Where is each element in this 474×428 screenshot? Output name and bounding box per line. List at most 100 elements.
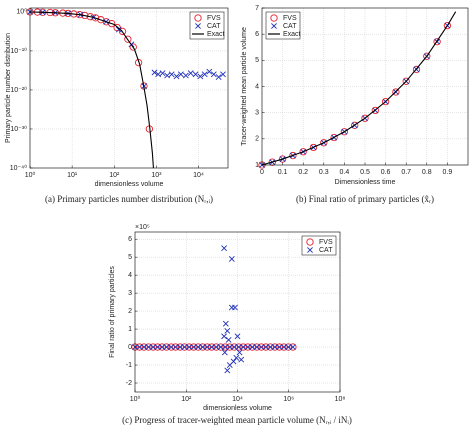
- marker-circle: [309, 143, 318, 152]
- marker-circle: [135, 343, 144, 351]
- marker-cross: [221, 349, 228, 356]
- y-tick-label: 2: [128, 308, 132, 315]
- x-tick-label: 10⁴: [193, 172, 204, 179]
- marker-cross: [215, 74, 222, 80]
- y-tick-label: 10⁻⁴⁰: [10, 164, 27, 172]
- marker-cross: [253, 344, 260, 350]
- y-tick-label: 10⁻¹⁰: [10, 47, 27, 55]
- marker-cross: [192, 71, 199, 78]
- plot-frame: [29, 7, 229, 169]
- marker-cross: [197, 73, 204, 80]
- marker-cross: [240, 344, 247, 350]
- marker-circle: [262, 343, 270, 351]
- legend-marker: [307, 247, 313, 253]
- caption: (a) Primary particles number distributio…: [45, 194, 213, 204]
- marker-cross: [234, 333, 241, 340]
- x-tick-label: 10⁶: [283, 396, 294, 403]
- x-tick-label: 0.6: [381, 169, 391, 176]
- x-tick-label: 10⁸: [335, 396, 346, 403]
- y-tick-label: 4: [255, 83, 259, 90]
- y-tick-label: 1: [128, 326, 132, 333]
- marker-cross: [222, 344, 229, 350]
- marker-cross: [150, 344, 157, 350]
- legend-label: CAT: [207, 23, 221, 30]
- marker-circle: [230, 343, 238, 351]
- legend-marker: [271, 23, 277, 29]
- y-tick-label: 4: [128, 272, 132, 279]
- marker-circle: [194, 343, 202, 351]
- x-tick-label: 10¹: [67, 172, 78, 179]
- marker-circle: [176, 343, 184, 351]
- marker-cross: [285, 344, 292, 350]
- marker-cross: [168, 71, 175, 78]
- marker-circle: [118, 27, 127, 36]
- y-tick-label: 6: [128, 236, 132, 243]
- marker-circle: [248, 343, 256, 351]
- y-tick-label: 5: [128, 254, 132, 261]
- y-tick-label: 3: [128, 290, 132, 297]
- marker-circle: [102, 18, 111, 26]
- marker-cross: [177, 344, 184, 350]
- marker-cross: [220, 71, 226, 78]
- marker-circle: [361, 114, 369, 122]
- marker-cross: [238, 356, 245, 363]
- marker-circle: [180, 343, 189, 351]
- marker-circle: [171, 343, 180, 351]
- marker-circle: [203, 343, 211, 351]
- marker-circle: [144, 343, 153, 351]
- legend-label: Exact: [283, 31, 301, 38]
- y-tick-label: 0: [128, 344, 132, 351]
- marker-circle: [235, 343, 243, 351]
- marker-circle: [212, 343, 220, 351]
- marker-cross: [228, 256, 235, 262]
- marker-circle: [278, 155, 287, 163]
- legend-marker: [194, 14, 202, 22]
- marker-cross: [154, 344, 161, 350]
- marker-circle: [381, 98, 390, 106]
- marker-circle: [158, 343, 166, 351]
- marker-cross: [190, 344, 197, 350]
- y-tick-label: -1: [126, 362, 132, 369]
- marker-circle: [340, 128, 349, 136]
- marker-cross: [187, 70, 194, 77]
- marker-cross: [224, 367, 231, 374]
- x-axis-label: dimensionless volume: [95, 181, 164, 188]
- legend-label: CAT: [319, 247, 333, 254]
- marker-cross: [177, 71, 184, 78]
- plot-frame: [134, 231, 341, 393]
- marker-circle: [268, 158, 276, 166]
- subplot: 0 0.1 0.2 0.3 0.4 0.5 0.6 0.7 0.8 0.9 1 2 3 4 5 6 7 FVSCA…: [241, 5, 469, 204]
- x-tick-label: 0.9: [443, 169, 453, 176]
- plot-frame: [261, 7, 469, 166]
- marker-cross: [236, 349, 243, 356]
- marker-circle: [208, 343, 216, 351]
- marker-cross: [230, 358, 237, 365]
- y-axis-label: Tracer-weighted mean particle volume: [241, 27, 248, 146]
- y-tick-label: 5: [255, 57, 259, 64]
- marker-cross: [213, 344, 220, 350]
- marker-circle: [153, 343, 162, 351]
- marker-circle: [280, 343, 288, 351]
- marker-circle: [129, 43, 137, 51]
- legend-label: FVS: [283, 15, 297, 22]
- marker-circle: [392, 88, 400, 96]
- marker-cross: [115, 26, 122, 33]
- marker-circle: [244, 343, 252, 351]
- marker-circle: [226, 343, 234, 351]
- legend-label: CAT: [283, 23, 297, 30]
- x-tick-label: 10³: [151, 172, 162, 179]
- marker-cross: [195, 344, 202, 350]
- marker-cross: [199, 344, 206, 350]
- marker-cross: [159, 70, 166, 77]
- marker-circle: [443, 21, 452, 30]
- legend-marker: [195, 23, 201, 29]
- marker-circle: [162, 343, 171, 351]
- marker-circle: [433, 38, 441, 46]
- marker-circle: [266, 343, 275, 351]
- marker-circle: [239, 343, 247, 351]
- y-multiplier: ×10⁵: [135, 224, 150, 231]
- marker-cross: [164, 72, 171, 79]
- marker-circle: [134, 58, 143, 67]
- y-tick-label: 1: [255, 162, 259, 169]
